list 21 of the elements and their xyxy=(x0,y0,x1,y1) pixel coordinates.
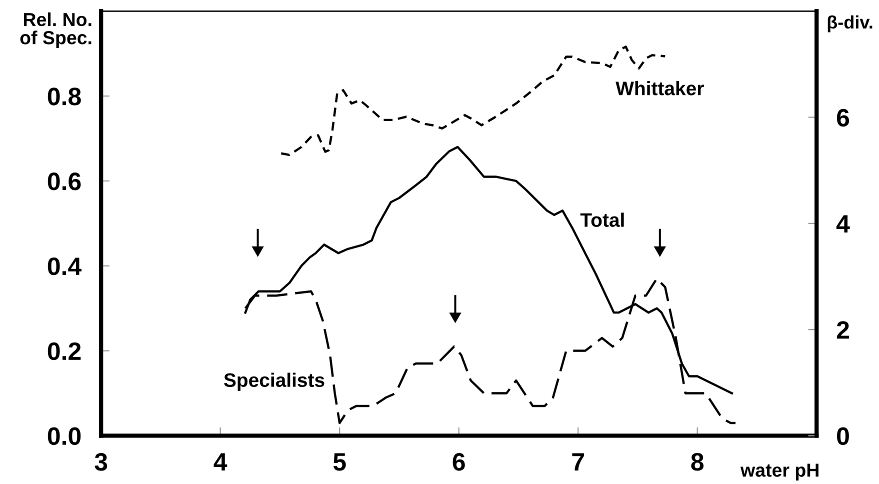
y-tick-label: 0.8 xyxy=(48,88,81,106)
series-label: Whittaker xyxy=(616,81,704,96)
x-tick-label: 6 xyxy=(452,453,465,471)
y2-tick-label: 2 xyxy=(836,321,849,339)
y2-tick-label: 4 xyxy=(836,215,850,232)
y2-tick-label: 0 xyxy=(837,427,849,445)
y-tick-label: 0.0 xyxy=(48,427,81,445)
y2-axis-title: β-div. xyxy=(828,15,872,32)
y-axis-title: Rel. No. of Spec. xyxy=(20,12,92,48)
series-label: Total xyxy=(580,212,624,227)
series-label: Specialists xyxy=(224,372,324,391)
x-tick-label: 8 xyxy=(691,453,704,471)
x-tick-label: 7 xyxy=(572,453,584,470)
x-tick-label: 3 xyxy=(94,453,108,471)
y2-tick-label: 6 xyxy=(836,108,850,127)
y-tick-label: 0.6 xyxy=(48,172,81,190)
x-tick-label: 4 xyxy=(214,453,228,470)
y-tick-label: 0.4 xyxy=(48,257,82,276)
y-tick-label: 0.2 xyxy=(48,342,81,360)
x-axis-title: water pH xyxy=(740,464,818,481)
x-tick-label: 5 xyxy=(333,453,346,471)
